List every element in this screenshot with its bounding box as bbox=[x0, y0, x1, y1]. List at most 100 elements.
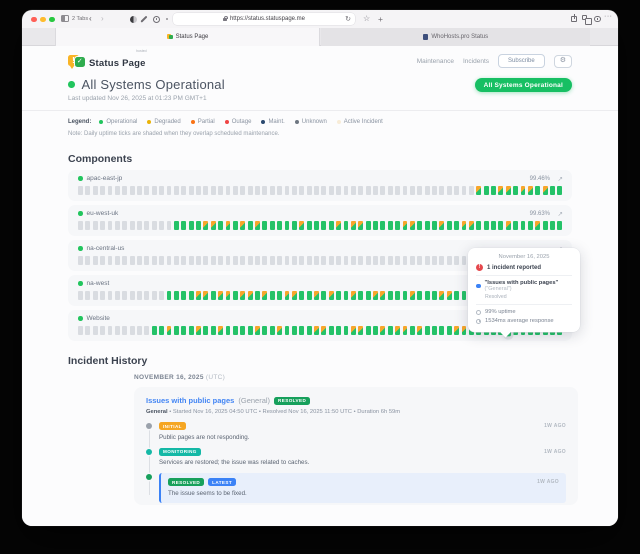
uptime-tick[interactable] bbox=[336, 221, 342, 230]
uptime-tick[interactable] bbox=[542, 221, 548, 230]
uptime-tick[interactable] bbox=[196, 291, 201, 300]
uptime-tick[interactable] bbox=[78, 221, 83, 230]
uptime-tick[interactable] bbox=[291, 256, 297, 265]
uptime-tick[interactable] bbox=[210, 256, 216, 265]
uptime-tick[interactable] bbox=[454, 291, 460, 300]
uptime-tick[interactable] bbox=[107, 186, 113, 195]
uptime-tick[interactable] bbox=[181, 256, 187, 265]
uptime-tick[interactable] bbox=[210, 186, 216, 195]
uptime-tick[interactable] bbox=[505, 186, 511, 195]
uptime-tick[interactable] bbox=[173, 256, 179, 265]
uptime-tick[interactable] bbox=[491, 221, 496, 230]
uptime-tick[interactable] bbox=[409, 326, 415, 335]
uptime-tick[interactable] bbox=[137, 326, 142, 335]
uptime-tick[interactable] bbox=[380, 221, 386, 230]
uptime-tick[interactable] bbox=[557, 186, 563, 195]
uptime-tick[interactable] bbox=[255, 291, 260, 300]
uptime-tick[interactable] bbox=[129, 326, 135, 335]
uptime-tick[interactable] bbox=[336, 186, 342, 195]
uptime-tick[interactable] bbox=[92, 326, 98, 335]
uptime-tick[interactable] bbox=[262, 256, 268, 265]
uptime-tick[interactable] bbox=[439, 221, 445, 230]
uptime-tick[interactable] bbox=[387, 256, 393, 265]
uptime-tick[interactable] bbox=[269, 291, 275, 300]
uptime-tick[interactable] bbox=[520, 186, 526, 195]
uptime-tick[interactable] bbox=[114, 291, 120, 300]
uptime-tick[interactable] bbox=[225, 326, 231, 335]
uptime-tick[interactable] bbox=[107, 256, 113, 265]
uptime-tick[interactable] bbox=[328, 186, 334, 195]
uptime-tick[interactable] bbox=[483, 221, 489, 230]
uptime-tick[interactable] bbox=[122, 291, 128, 300]
uptime-tick[interactable] bbox=[424, 221, 430, 230]
uptime-tick[interactable] bbox=[203, 326, 209, 335]
uptime-tick[interactable] bbox=[358, 221, 364, 230]
uptime-tick[interactable] bbox=[129, 186, 135, 195]
uptime-tick[interactable] bbox=[446, 221, 452, 230]
uptime-tick[interactable] bbox=[166, 256, 172, 265]
uptime-tick[interactable] bbox=[417, 186, 423, 195]
uptime-tick[interactable] bbox=[159, 326, 165, 335]
uptime-tick[interactable] bbox=[277, 326, 283, 335]
uptime-tick[interactable] bbox=[454, 186, 460, 195]
uptime-tick[interactable] bbox=[262, 221, 268, 230]
uptime-tick[interactable] bbox=[417, 221, 423, 230]
uptime-tick[interactable] bbox=[373, 326, 378, 335]
incident-title-link[interactable]: Issues with public pages bbox=[146, 396, 235, 405]
uptime-tick[interactable] bbox=[527, 186, 533, 195]
uptime-tick[interactable] bbox=[409, 221, 415, 230]
extensions-icon[interactable] bbox=[153, 15, 160, 23]
uptime-tick[interactable] bbox=[417, 326, 423, 335]
uptime-tick[interactable] bbox=[277, 291, 283, 300]
uptime-tick[interactable] bbox=[277, 221, 283, 230]
uptime-tick[interactable] bbox=[439, 291, 445, 300]
uptime-tick[interactable] bbox=[321, 291, 327, 300]
uptime-tick[interactable] bbox=[461, 186, 467, 195]
uptime-tick[interactable] bbox=[291, 186, 297, 195]
uptime-tick[interactable] bbox=[557, 221, 563, 230]
uptime-tick[interactable] bbox=[550, 186, 555, 195]
uptime-tick[interactable] bbox=[114, 256, 120, 265]
privacy-shield-icon[interactable] bbox=[130, 15, 137, 23]
uptime-tick[interactable] bbox=[181, 326, 187, 335]
uptime-tick[interactable] bbox=[100, 221, 106, 230]
uptime-tick[interactable] bbox=[137, 221, 142, 230]
external-link-icon[interactable]: ↗ bbox=[557, 175, 563, 183]
uptime-tick[interactable] bbox=[114, 186, 120, 195]
uptime-tick[interactable] bbox=[247, 256, 253, 265]
uptime-tick[interactable] bbox=[476, 221, 482, 230]
uptime-tick[interactable] bbox=[328, 291, 334, 300]
uptime-tick[interactable] bbox=[181, 186, 187, 195]
uptime-tick[interactable] bbox=[203, 256, 209, 265]
uptime-tick[interactable] bbox=[137, 256, 142, 265]
uptime-tick[interactable] bbox=[173, 221, 179, 230]
uptime-tick[interactable] bbox=[328, 256, 334, 265]
uptime-tick[interactable] bbox=[439, 186, 445, 195]
nav-maintenance-link[interactable]: Maintenance bbox=[416, 57, 454, 65]
uptime-tick[interactable] bbox=[181, 291, 187, 300]
uptime-tick[interactable] bbox=[314, 256, 319, 265]
uptime-tick[interactable] bbox=[299, 256, 305, 265]
more-options-icon[interactable]: ··· bbox=[604, 13, 613, 20]
uptime-tick[interactable] bbox=[306, 256, 312, 265]
uptime-tick[interactable] bbox=[129, 291, 135, 300]
uptime-tick[interactable] bbox=[358, 326, 364, 335]
uptime-tick[interactable] bbox=[291, 291, 297, 300]
uptime-tick[interactable] bbox=[424, 256, 430, 265]
uptime-tick[interactable] bbox=[424, 326, 430, 335]
uptime-tick[interactable] bbox=[269, 256, 275, 265]
uptime-tick[interactable] bbox=[262, 326, 268, 335]
uptime-tick[interactable] bbox=[365, 291, 371, 300]
uptime-tick[interactable] bbox=[343, 186, 349, 195]
uptime-tick[interactable] bbox=[247, 291, 253, 300]
uptime-tick[interactable] bbox=[232, 326, 238, 335]
uptime-tick[interactable] bbox=[85, 326, 91, 335]
zoom-window-button[interactable] bbox=[49, 16, 55, 22]
uptime-tick[interactable] bbox=[314, 326, 319, 335]
uptime-tick[interactable] bbox=[336, 256, 342, 265]
uptime-tick[interactable] bbox=[159, 186, 165, 195]
uptime-tick[interactable] bbox=[166, 326, 172, 335]
uptime-tick[interactable] bbox=[432, 291, 437, 300]
uptime-tick[interactable] bbox=[247, 186, 253, 195]
uptime-tick[interactable] bbox=[78, 256, 83, 265]
